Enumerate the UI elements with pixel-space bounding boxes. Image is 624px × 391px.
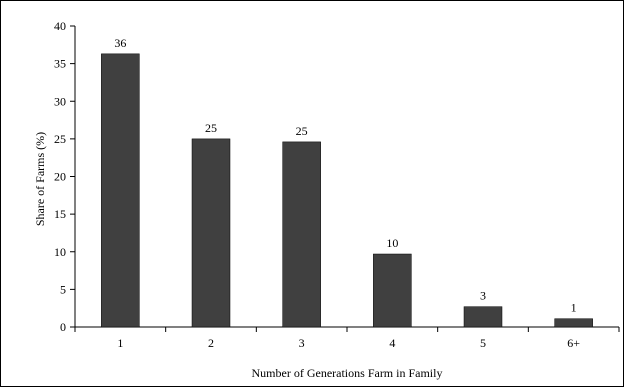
y-tick-label: 20 (54, 170, 66, 184)
y-axis: 0 5 10 15 20 25 30 35 40 (54, 19, 76, 334)
y-tick-label: 40 (54, 19, 66, 33)
x-axis: 1 2 3 4 5 6+ (74, 326, 620, 350)
bar-4 (373, 253, 412, 328)
y-tick-label: 15 (54, 207, 66, 221)
data-label: 25 (296, 124, 308, 138)
y-tick-label: 35 (54, 57, 66, 71)
x-tick-label: 2 (208, 336, 214, 350)
x-tick-label: 4 (389, 336, 395, 350)
data-label: 10 (386, 236, 398, 250)
y-tick-label: 0 (60, 320, 66, 334)
x-tick-label: 1 (117, 336, 123, 350)
x-tick-label: 5 (480, 336, 486, 350)
bar-2 (191, 138, 231, 328)
data-label: 25 (205, 121, 217, 135)
bars (101, 53, 593, 328)
x-tick-label: 3 (299, 336, 305, 350)
bar-3 (282, 141, 321, 328)
bar-6+ (554, 318, 593, 328)
y-axis-title: Share of Farms (%) (33, 132, 47, 226)
y-tick-label: 30 (54, 94, 66, 108)
data-labels: 36 25 25 10 3 1 (114, 36, 576, 315)
y-tick-label: 25 (54, 132, 66, 146)
x-axis-title: Number of Generations Farm in Family (252, 366, 443, 380)
data-label: 1 (571, 301, 577, 315)
y-tick-label: 10 (54, 245, 66, 259)
bar-5 (463, 306, 503, 328)
y-tick-label: 5 (60, 282, 66, 296)
data-label: 36 (114, 36, 126, 50)
x-tick-label: 6+ (567, 336, 580, 350)
data-label: 3 (480, 289, 486, 303)
bar-1 (101, 53, 140, 328)
